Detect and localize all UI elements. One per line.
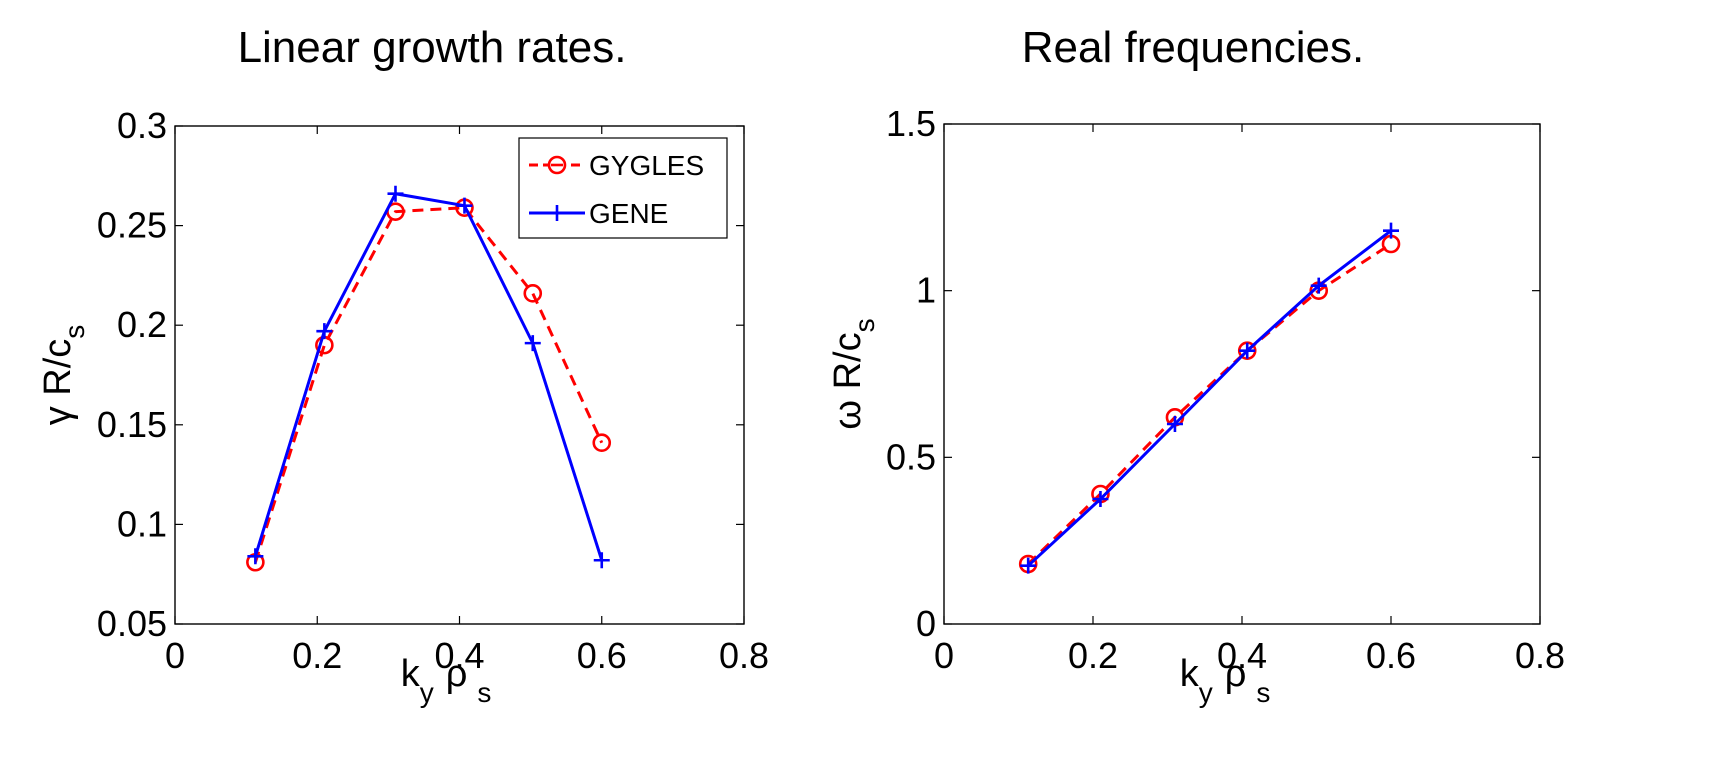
chart-panel-2: Real frequencies. 0 0.2 0.4 0.6 0.8 0 0.5 1 1.5 ky… [827,23,1565,708]
plot-frame [943,123,1541,625]
data-point-plus [1239,342,1256,359]
legend-marker-plus [549,205,565,221]
y-axis-label-main: R/c [37,339,79,407]
series-line [1027,242,1392,566]
y-axis-label: ω R/cs [827,318,880,429]
x-tick-label: 0.2 [1068,635,1118,676]
legend-label: GENE [589,198,668,229]
data-point-plus [456,197,473,214]
x-axis-label-rho: ρ [1225,653,1247,695]
x-tick-label: 0.6 [1366,635,1416,676]
data-point-plus [1020,557,1037,574]
x-axis-label: ky ρ s [1180,653,1271,708]
y-tick-label: 0.1 [117,503,167,544]
data-point-plus [1166,416,1183,432]
y-tick-label: 0.15 [97,404,167,445]
series-line [1027,229,1392,567]
data-point-circle [592,433,612,453]
y-tick-label: 0 [916,603,936,644]
x-tick-label: 0.8 [1515,635,1565,676]
legend: GYGLES GENE [518,137,728,239]
legend-box [518,137,728,239]
x-axis-label-main: k [401,653,421,695]
y-tick-label: 0.05 [97,603,167,644]
chart-title: Linear growth rates. [238,23,627,72]
x-axis-label-sub1: y [1199,677,1213,708]
y-tick-label: 0.25 [97,205,167,246]
chart-panel-1: Linear growth rates. 0 0.2 0.4 0.6 0.8 0.05 0.1… [37,23,769,708]
x-axis-label: ky ρ s [401,653,492,708]
y-tick-label: 0.5 [886,436,936,477]
y-axis-label-sub: s [59,325,90,339]
data-point-circle [523,284,543,303]
y-axis-label-sub: s [849,318,880,332]
y-axis-label-symbol: ω [827,400,869,430]
y-axis-label-main: R/c [827,332,869,400]
y-tick-label: 0.3 [117,105,167,146]
series-line [253,192,604,561]
x-tick-label: 0.4 [1217,635,1267,676]
y-tick-label: 1 [916,270,936,311]
y-axis-label-symbol: γ [37,406,79,425]
x-tick-label: 0 [165,635,185,676]
y-tick-label: 0.2 [117,304,167,345]
x-axis-label-sub2: s [477,677,491,708]
data-point-plus [247,548,264,565]
series-line [253,206,604,563]
x-axis-label-rho: ρ [446,653,468,695]
series-blue-plus [1020,222,1399,574]
data-point-plus [1092,491,1109,507]
chart-title: Real frequencies. [1022,23,1364,72]
x-tick-label: 0.2 [292,635,342,676]
x-tick-label: 0.4 [434,635,484,676]
data-point-plus [593,552,610,569]
data-point-plus [1310,277,1327,294]
data-point-plus [524,335,541,352]
series-gene [247,185,610,569]
x-axis-label-sub1: y [420,677,434,708]
legend-label: GYGLES [589,150,704,181]
x-tick-label: 0.8 [719,635,769,676]
data-point-plus [1383,222,1399,239]
x-tick-label: 0.6 [577,635,627,676]
x-axis-label-sub2: s [1256,677,1270,708]
series-gygles [246,198,612,572]
data-point-plus [316,323,333,340]
data-point-plus [387,185,404,202]
y-axis-label: γ R/cs [37,325,90,426]
y-tick-label: 1.5 [886,103,936,144]
x-axis-label-main: k [1180,653,1200,695]
x-tick-label: 0 [934,635,954,676]
